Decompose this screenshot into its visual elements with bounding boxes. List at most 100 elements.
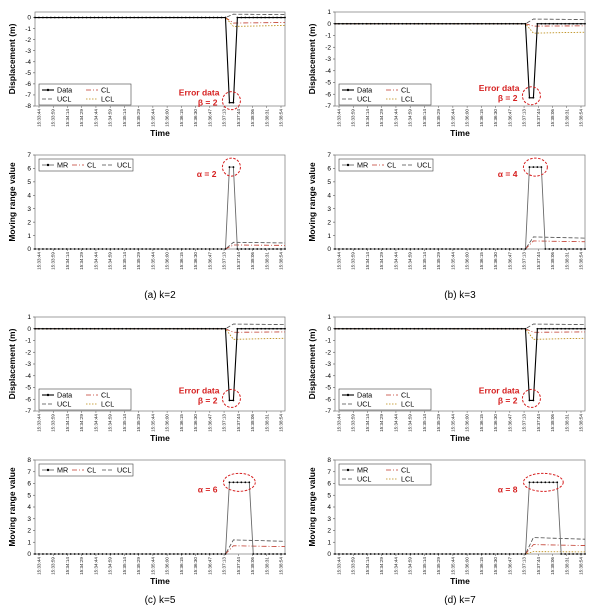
x-tick-label: 15:36:15 bbox=[179, 252, 184, 270]
mr-point bbox=[421, 248, 424, 250]
data-point bbox=[381, 22, 384, 25]
mr-point bbox=[377, 248, 380, 250]
mr-point bbox=[81, 553, 84, 555]
x-tick-label: 15:35:44 bbox=[150, 557, 155, 575]
x-tick-label: 15:34:14 bbox=[65, 414, 70, 432]
mr-point bbox=[172, 248, 175, 250]
data-point bbox=[338, 22, 340, 25]
data-point bbox=[472, 22, 475, 25]
mr-point bbox=[192, 248, 195, 250]
y-tick-label: -2 bbox=[325, 349, 331, 356]
data-point bbox=[437, 22, 440, 25]
mr-point bbox=[413, 553, 416, 555]
y-tick-label: -6 bbox=[325, 91, 331, 98]
alpha-highlight-circle bbox=[221, 157, 241, 177]
cl-line bbox=[35, 545, 286, 555]
mr-point bbox=[441, 248, 444, 250]
y-tick-label: 7 bbox=[27, 152, 31, 159]
mr-point bbox=[365, 553, 368, 555]
legend-label-cl: CL bbox=[401, 466, 410, 475]
ucl-line bbox=[335, 323, 586, 330]
legend-label-mr: MR bbox=[57, 466, 68, 475]
legend-label-cl: CL bbox=[387, 161, 396, 170]
mr-point bbox=[200, 248, 203, 250]
x-tick-label: 15:35:29 bbox=[136, 414, 141, 432]
mr-point bbox=[544, 248, 547, 250]
data-point bbox=[504, 327, 507, 330]
data-point bbox=[397, 22, 400, 25]
x-tick-label: 15:35:29 bbox=[436, 109, 441, 127]
mr-point bbox=[508, 248, 511, 250]
x-tick-label: 15:35:44 bbox=[150, 414, 155, 432]
mr-point bbox=[461, 248, 463, 250]
data-point bbox=[556, 22, 559, 25]
mr-point bbox=[252, 248, 255, 250]
mr-point bbox=[133, 553, 136, 555]
x-tick-label: 15:38:06 bbox=[250, 414, 255, 432]
mr-point bbox=[192, 553, 195, 555]
data-point bbox=[508, 22, 511, 25]
data-point bbox=[480, 327, 483, 330]
y-tick-label: -8 bbox=[25, 103, 31, 110]
data-point bbox=[113, 327, 116, 330]
data-point bbox=[484, 22, 487, 25]
data-point bbox=[216, 327, 219, 330]
x-tick-label: 15:35:29 bbox=[136, 109, 141, 127]
data-point bbox=[244, 16, 247, 19]
data-point bbox=[260, 16, 263, 19]
mr-point bbox=[516, 553, 519, 555]
data-point bbox=[42, 327, 44, 330]
mr-point bbox=[61, 553, 64, 555]
data-point bbox=[89, 327, 92, 330]
mr-point bbox=[568, 553, 571, 555]
moving_range-chart-0: 0 1 2 3 4 5 6 7 15:33:44 15:33:59 15:34:14 15:34:29… bbox=[7, 152, 286, 270]
data-point bbox=[572, 327, 574, 330]
data-point bbox=[520, 327, 523, 330]
mr-point bbox=[153, 553, 155, 555]
x-tick-label: 15:34:44 bbox=[393, 557, 398, 575]
mr-point bbox=[121, 553, 124, 555]
error-highlight-circle bbox=[221, 91, 241, 111]
error-data-label: Error data bbox=[479, 83, 520, 93]
ucl-line bbox=[335, 236, 586, 250]
data-point bbox=[121, 16, 124, 19]
data-point bbox=[433, 22, 436, 25]
x-tick-label: 15:33:59 bbox=[351, 557, 356, 575]
legend-box bbox=[338, 463, 432, 486]
mr-point bbox=[472, 248, 475, 250]
data-point bbox=[469, 22, 471, 25]
data-point bbox=[260, 327, 263, 330]
mr-point bbox=[272, 248, 274, 250]
x-tick-label: 15:37:44 bbox=[536, 557, 541, 575]
y-tick-label: 5 bbox=[327, 492, 331, 499]
y-axis-title: Displacement (m) bbox=[307, 23, 317, 94]
x-tick-label: 15:35:29 bbox=[436, 414, 441, 432]
data-point bbox=[469, 327, 471, 330]
ucl-line bbox=[35, 539, 286, 555]
x-tick-label: 15:36:15 bbox=[479, 252, 484, 270]
mr-point bbox=[520, 248, 523, 250]
ucl-line bbox=[35, 241, 286, 250]
data-point bbox=[393, 22, 396, 25]
mr-point bbox=[248, 481, 251, 484]
x-tick-label: 15:33:44 bbox=[337, 414, 342, 432]
mr-point bbox=[93, 553, 96, 555]
x-tick-label: 15:34:29 bbox=[79, 557, 84, 575]
mr-point bbox=[169, 553, 171, 555]
data-point bbox=[133, 327, 136, 330]
mr-point bbox=[373, 248, 376, 250]
mr-point bbox=[216, 553, 219, 555]
data-point bbox=[256, 16, 259, 19]
x-tick-label: 15:34:14 bbox=[65, 109, 70, 127]
data-point bbox=[284, 327, 286, 330]
data-point bbox=[149, 16, 151, 19]
mr-point bbox=[536, 166, 539, 168]
mr-point bbox=[548, 481, 551, 484]
data-point bbox=[276, 16, 278, 19]
y-tick-label: 0 bbox=[327, 21, 331, 28]
data-point bbox=[361, 327, 364, 330]
mr-point bbox=[157, 553, 159, 555]
legend-box bbox=[38, 158, 134, 172]
mr-point bbox=[532, 166, 535, 168]
y-tick-label: 1 bbox=[327, 314, 331, 321]
